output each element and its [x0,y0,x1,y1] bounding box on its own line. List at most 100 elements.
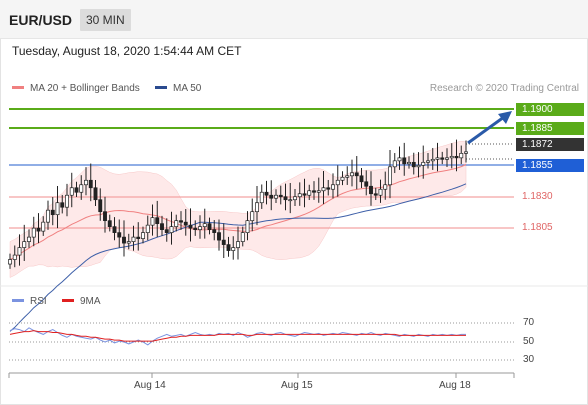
level-label-resistance-1: 1.1885 [516,122,584,135]
candle-bearish [221,239,226,245]
candle-bullish [169,226,174,233]
level-label-support-2: 1.1805 [522,222,553,233]
candle-bullish [31,227,36,238]
candle-bullish [426,160,430,163]
osc-scale-70: 70 [523,317,535,328]
candle-bullish [141,232,145,239]
candle-bearish [160,223,164,230]
candle-bearish [164,229,169,233]
candle-bearish [183,221,188,226]
level-label-support-1: 1.1830 [522,191,553,202]
chart-header: EUR/USD 30 MIN [0,0,588,39]
legend-rsi: RSI [12,296,47,307]
candle-bullish [202,223,207,228]
candle-bullish [174,220,179,228]
candle-bullish [293,196,297,201]
candle-bullish [8,259,12,265]
candle-bearish [326,187,331,190]
candle-bearish [269,194,274,199]
candle-bearish [188,224,193,229]
candle-bullish [274,194,278,199]
candle-bearish [354,172,359,177]
datetime-label: Tuesday, August 18, 2020 1:54:44 AM CET [12,44,242,58]
candle-bearish [364,181,369,187]
candle-bearish [359,175,364,183]
candle-bullish [55,202,60,216]
candle-bullish [27,236,31,242]
candle-bearish [440,157,445,160]
forecast-arrow-shaft [467,115,505,145]
ma50-label: MA 50 [173,83,202,94]
candle-bullish [46,209,50,223]
ma50-swatch [155,85,167,89]
x-label-aug18: Aug 18 [439,380,471,391]
osc-scale-30: 30 [523,354,535,365]
candle-bullish [245,220,250,233]
level-label-pivot: 1.1855 [516,159,584,172]
candle-bullish [388,166,392,186]
candle-bearish [302,193,307,196]
credit-label: Research © 2020 Trading Central [429,83,579,94]
candle-bullish [459,152,464,159]
candle-bearish [402,157,407,165]
candle-bullish [84,179,88,186]
rsi-ma-line [9,330,466,342]
candle-bearish [88,179,93,189]
ma50-line [9,183,467,332]
candle-bullish [288,199,293,202]
candle-bullish [378,188,383,196]
candle-bullish [240,232,245,242]
x-label-aug14: Aug 14 [134,380,166,391]
candle-bullish [12,254,17,260]
level-label-current: 1.1872 [516,138,584,151]
legend-ma50: MA 50 [155,83,201,94]
candle-bearish [98,199,103,213]
candle-bullish [397,157,402,162]
candle-bullish [69,187,74,196]
candle-bearish [207,223,212,230]
candle-bearish [369,185,373,195]
candle-bearish [278,194,283,198]
candle-bullish [321,187,326,192]
candle-bullish [22,241,27,248]
candle-bearish [454,155,459,159]
rsi-ma-label: 9MA [80,296,101,307]
candle-bullish [435,157,440,160]
candle-bullish [259,191,264,204]
legend-ma20: MA 20 + Bollinger Bands [12,83,140,94]
candle-bearish [179,220,183,223]
candle-bearish [117,232,122,238]
candle-bearish [122,236,126,244]
candle-bearish [112,226,117,233]
candle-bearish [312,190,316,193]
candle-bearish [74,187,79,193]
ma20-label: MA 20 + Bollinger Bands [30,83,140,94]
candle-bullish [340,176,345,181]
candle-bullish [41,221,46,232]
candle-bearish [36,227,41,232]
osc-scale-50: 50 [523,336,535,347]
level-label-resistance-2: 1.1900 [516,103,584,116]
candle-bullish [65,194,69,208]
candle-bearish [103,211,107,222]
candle-bearish [217,232,221,241]
candle-bullish [250,211,255,222]
candle-bullish [416,164,421,168]
timeframe-badge[interactable]: 30 MIN [80,9,131,31]
legend-rsi-ma: 9MA [62,296,101,307]
candle-bearish [411,161,416,168]
ma20-swatch [12,85,24,89]
candle-bullish [407,161,411,165]
candle-bearish [226,244,231,251]
candle-bullish [17,247,22,256]
candle-bullish [316,190,321,193]
candle-bullish [345,175,350,178]
candle-bearish [50,209,55,216]
candle-bullish [231,247,236,251]
rsi-swatch [12,298,24,302]
rsi-label: RSI [30,296,47,307]
x-label-aug15: Aug 15 [281,380,313,391]
candle-bullish [392,160,397,168]
candle-bearish [93,187,98,201]
